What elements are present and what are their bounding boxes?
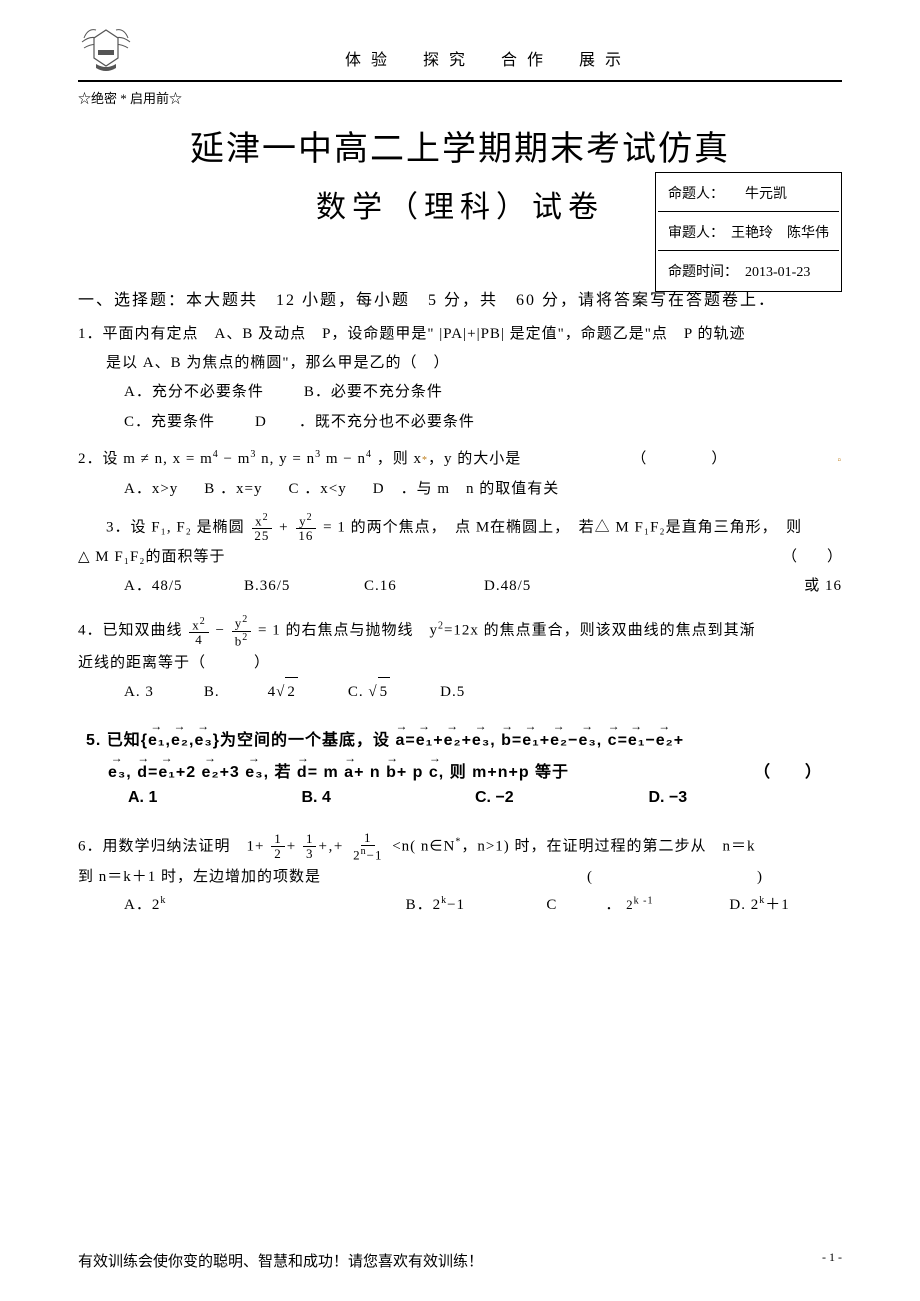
info-value: 牛元凯 <box>745 187 787 202</box>
q6-optA: A．2k <box>124 891 406 920</box>
q4-optB: B. 42 <box>204 677 298 707</box>
q3-line2: △ M F₁F₂的面积等于 <box>78 543 226 572</box>
q4-optA: A. 3 <box>124 678 154 707</box>
q2-optC: C ．x<y <box>289 474 347 504</box>
question-1: 1．平面内有定点 A、B 及动点 P，设命题甲是" |PA|+|PB| 是定值"… <box>78 320 842 437</box>
q6-line2: 到 n＝k＋1 时，左边增加的项数是 <box>78 863 321 892</box>
page-number: - 1 - <box>822 1250 842 1271</box>
question-4: 4．已知双曲线 x24 − y2b2 = 1 的右焦点与抛物线 y2=12x 的… <box>78 614 842 706</box>
q5-optD: D. −3 <box>649 789 823 807</box>
header-motto: 体验 探究 合作 展示 <box>134 46 842 76</box>
q3-optA: A．48/5 <box>124 572 244 601</box>
info-label: 审题人： <box>668 226 717 241</box>
q6-optD: D. 2k＋1 <box>729 891 842 920</box>
info-box: 命题人： 牛元凯 审题人： 王艳玲 陈华伟 命题时间： 2013-01-23 <box>655 172 842 292</box>
q2-paren: （ ） <box>631 445 727 474</box>
info-value: 王艳玲 陈华伟 <box>731 226 829 241</box>
marker-icon: ▫ <box>837 451 842 470</box>
q2-optD: D ．与 m n 的取值有关 <box>373 474 560 504</box>
q2-text: 2．设 m ≠ n, x = m <box>78 451 213 467</box>
q1-optD: D ．既不充分也不必要条件 <box>255 407 475 437</box>
question-2: 2．设 m ≠ n, x = m4 − m3 n, y = n3 m − n4 … <box>78 445 842 504</box>
q1-line2: 是以 A、B 为焦点的椭圆"，那么甲是乙的（ ） <box>78 349 842 378</box>
q5-optB: B. 4 <box>302 789 476 807</box>
q5-optC: C. −2 <box>475 789 649 807</box>
question-5: 5. 已知{e₁,e₂,e₃}为空间的一个基底，设 a=e₁+e₂+e₃, b=… <box>78 725 842 807</box>
question-3: 3．设 F₁, F₂ 是椭圆 x225 + y216 = 1 的两个焦点， 点 … <box>78 512 842 601</box>
info-label: 命题人： <box>668 187 717 202</box>
q6-optB: B．2k−1 <box>406 891 547 920</box>
confidential-label: ☆绝密 * 启用前☆ <box>78 88 842 107</box>
q2-optA: A．x>y <box>124 474 178 504</box>
q1-line1: 1．平面内有定点 A、B 及动点 P，设命题甲是" |PA|+|PB| 是定值"… <box>78 320 842 349</box>
q4-line2: 近线的距离等于（ ） <box>78 649 842 678</box>
q3-optD: D.48/5 <box>484 572 584 601</box>
question-6: 6．用数学归纳法证明 1+ 12+ 13+‚+ 12n−1 <n( n∈N*，n… <box>78 831 842 920</box>
q3-optB: B.36/5 <box>244 572 364 601</box>
q1-optA: A．充分不必要条件 <box>124 377 264 407</box>
q4-optC: C. 5 <box>348 677 390 707</box>
q4-optD: D.5 <box>440 678 465 707</box>
info-label: 命题时间： <box>668 265 731 280</box>
info-value: 2013-01-23 <box>745 265 810 280</box>
exam-title: 延津一中高二上学期期末考试仿真 <box>78 121 842 170</box>
q2-optB: B ．x=y <box>204 474 262 504</box>
q5-optA: A. 1 <box>128 789 302 807</box>
q3-optD-extra: 或 16 <box>804 572 842 601</box>
page-footer: 有效训练会使你变的聪明、智慧和成功！请您喜欢有效训练！ - 1 - <box>78 1250 842 1271</box>
exam-subtitle: 数学（理科）试卷 <box>316 182 604 226</box>
q3-optC: C.16 <box>364 572 484 601</box>
q6-optC: C ． 2k -1 <box>546 891 729 920</box>
footer-text: 有效训练会使你变的聪明、智慧和成功！请您喜欢有效训练！ <box>78 1250 483 1271</box>
school-logo <box>78 20 134 76</box>
header-rule <box>78 80 842 82</box>
q1-optB: B．必要不充分条件 <box>304 377 443 407</box>
q1-optC: C．充要条件 <box>124 407 215 437</box>
